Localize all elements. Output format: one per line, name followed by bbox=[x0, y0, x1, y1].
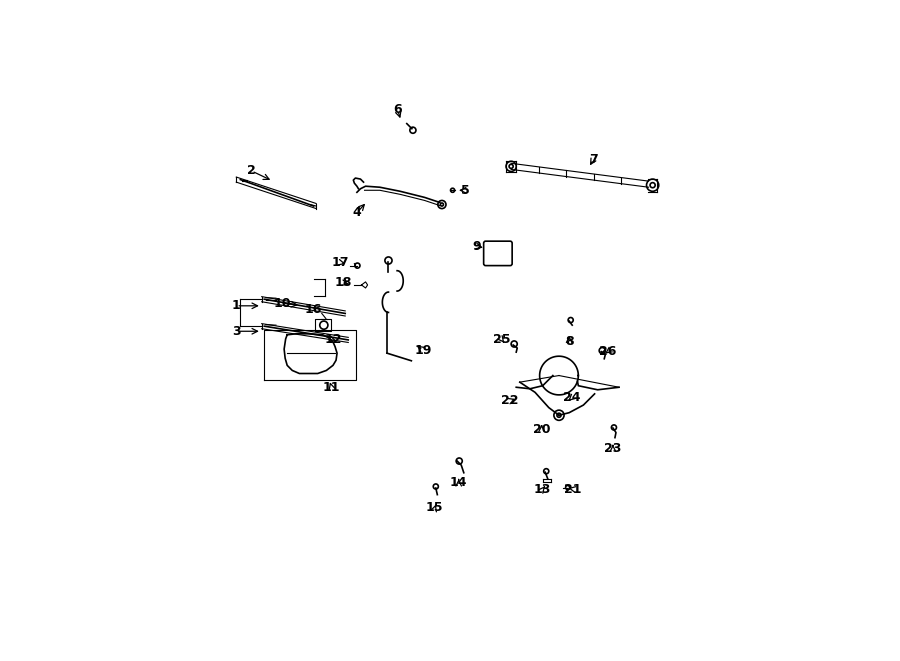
Text: 15: 15 bbox=[426, 502, 444, 514]
Text: 12: 12 bbox=[324, 333, 342, 346]
Text: 4: 4 bbox=[353, 206, 361, 219]
Text: 16: 16 bbox=[305, 303, 322, 316]
Text: 9: 9 bbox=[472, 240, 482, 253]
Text: 13: 13 bbox=[534, 483, 552, 496]
Text: 24: 24 bbox=[563, 391, 581, 404]
FancyBboxPatch shape bbox=[483, 241, 512, 266]
Text: 20: 20 bbox=[533, 423, 551, 436]
Text: 2: 2 bbox=[248, 165, 256, 177]
Text: 1: 1 bbox=[232, 299, 240, 312]
Text: 17: 17 bbox=[331, 256, 349, 269]
Text: 10: 10 bbox=[274, 297, 291, 310]
Text: 23: 23 bbox=[604, 442, 622, 455]
Text: 21: 21 bbox=[564, 483, 582, 496]
Text: 14: 14 bbox=[450, 476, 467, 489]
Text: 8: 8 bbox=[565, 335, 573, 348]
Text: 7: 7 bbox=[590, 153, 598, 166]
Text: 26: 26 bbox=[599, 345, 616, 358]
Text: 3: 3 bbox=[232, 325, 240, 338]
Text: 11: 11 bbox=[323, 381, 340, 394]
Text: 19: 19 bbox=[414, 344, 432, 356]
Text: 6: 6 bbox=[393, 103, 402, 116]
Text: 25: 25 bbox=[493, 333, 510, 346]
Text: 5: 5 bbox=[461, 184, 470, 197]
Text: 22: 22 bbox=[501, 395, 518, 407]
Text: 18: 18 bbox=[335, 276, 352, 290]
